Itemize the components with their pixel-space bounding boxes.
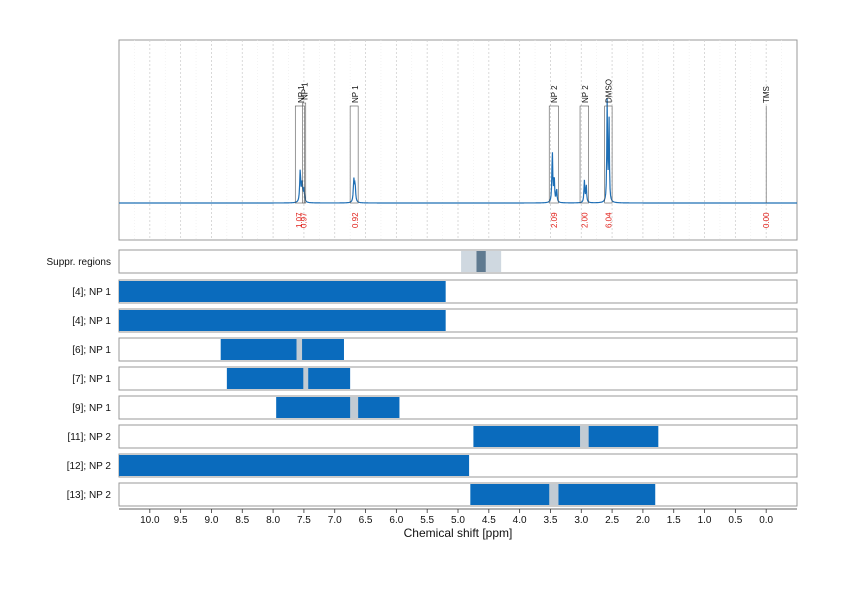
track-range-bar <box>470 484 656 505</box>
peak-label: NP 1 <box>301 82 310 100</box>
region-tracks: [4]; NP 1 [4]; NP 1 [6]; NP 1 [7]; NP 1 [9];… <box>67 279 798 507</box>
peak-label: DMSO <box>604 79 613 103</box>
track-peak-marker <box>580 426 589 447</box>
peak-label: NP 1 <box>351 85 360 103</box>
x-tick-label: 6.0 <box>389 515 403 526</box>
x-tick-label: 9.5 <box>174 515 188 526</box>
x-axis: 10.0 9.5 9.0 8.5 8.0 7.5 7.0 6.5 6.0 5.5 5.0 4.5 4.0… <box>119 508 797 526</box>
peak-annotation-box <box>548 105 559 204</box>
track-frame <box>118 366 798 391</box>
x-tick-label: 4.5 <box>482 515 496 526</box>
x-tick-label: 0.0 <box>759 515 773 526</box>
suppression-track: Suppr. regions <box>47 249 798 274</box>
x-tick-label: 5.0 <box>451 515 465 526</box>
x-axis-title: Chemical shift [ppm] <box>404 526 513 540</box>
track-range-bar <box>220 339 344 360</box>
peak-label: NP 1 <box>297 85 306 103</box>
integral-value: 0.97 <box>299 212 308 228</box>
track-range-bar <box>119 310 446 331</box>
track-peak-marker <box>303 368 309 389</box>
track-peak-marker <box>549 484 559 505</box>
suppression-core <box>476 251 486 272</box>
track-frame <box>118 482 798 507</box>
peak-annotation-box <box>349 105 359 204</box>
x-tick-label: 7.0 <box>328 515 342 526</box>
spectrum-line <box>119 98 797 204</box>
x-tick-label: 1.5 <box>667 515 681 526</box>
x-tick-label: 8.5 <box>235 515 249 526</box>
x-tick-label: 6.5 <box>359 515 373 526</box>
peak-annotation-box <box>294 105 305 204</box>
track-label: [11]; NP 2 <box>67 432 111 443</box>
x-tick-label: 5.5 <box>420 515 434 526</box>
track-frame <box>118 395 798 420</box>
peak-annotation-box <box>579 105 589 204</box>
x-tick-label: 7.5 <box>297 515 311 526</box>
peak-annotation-box <box>302 102 307 204</box>
integral-value: 0.92 <box>351 212 360 228</box>
integral-value: 1.07 <box>295 212 304 228</box>
peak-label: TMS <box>762 86 771 103</box>
suppression-label: Suppr. regions <box>47 257 112 268</box>
track-label: [4]; NP 1 <box>72 287 111 298</box>
track-range-bar <box>119 455 470 476</box>
x-tick-label: 2.0 <box>636 515 650 526</box>
integral-value: 0.00 <box>762 212 771 228</box>
track-range-bar <box>226 368 351 389</box>
track-label: [13]; NP 2 <box>67 490 112 501</box>
integral-value: 6.04 <box>604 212 613 228</box>
track-label: [4]; NP 1 <box>72 316 111 327</box>
integral-value: 2.09 <box>550 212 559 228</box>
x-tick-label: 8.0 <box>266 515 280 526</box>
track-peak-marker <box>296 339 303 360</box>
suppression-frame <box>118 249 798 274</box>
x-tick-label: 2.5 <box>605 515 619 526</box>
x-tick-label: 1.0 <box>698 515 712 526</box>
peak-label: NP 2 <box>581 85 590 103</box>
track-label: [6]; NP 1 <box>72 345 111 356</box>
track-label: [9]; NP 1 <box>72 403 111 414</box>
track-peak-marker <box>350 397 359 418</box>
x-tick-label: 3.5 <box>544 515 558 526</box>
integral-value: 2.00 <box>580 212 589 228</box>
peak-label: NP 2 <box>550 85 559 103</box>
x-tick-label: 9.0 <box>205 515 219 526</box>
track-label: [12]; NP 2 <box>67 461 112 472</box>
x-tick-label: 4.0 <box>513 515 527 526</box>
track-range-bar <box>276 397 400 418</box>
track-label: [7]; NP 1 <box>72 374 111 385</box>
track-range-bar <box>473 426 659 447</box>
peak-annotation-box <box>604 105 613 204</box>
track-frame <box>118 424 798 449</box>
x-tick-label: 0.5 <box>728 515 742 526</box>
x-tick-label: 3.0 <box>574 515 588 526</box>
track-range-bar <box>119 281 446 302</box>
x-tick-label: 10.0 <box>140 515 160 526</box>
